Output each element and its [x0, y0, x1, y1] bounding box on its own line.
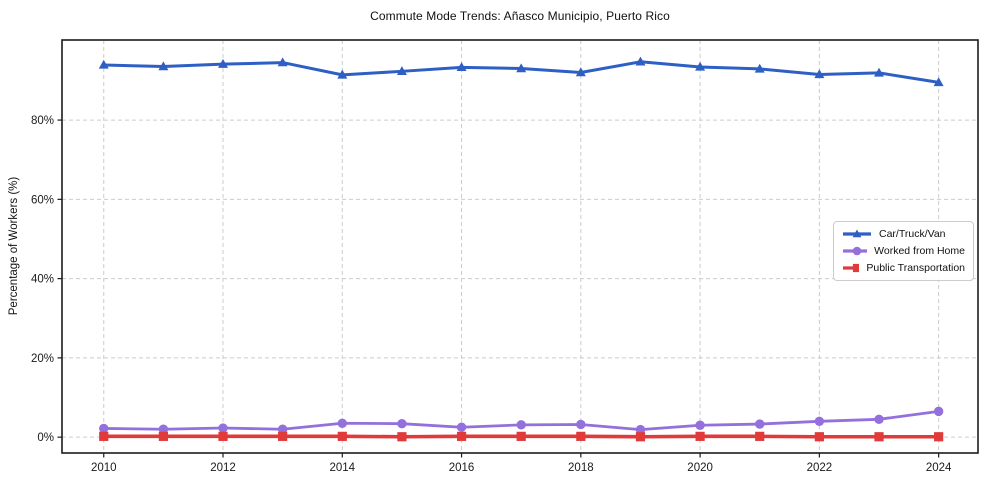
data-point-marker	[754, 63, 765, 73]
x-tick-label: 2014	[329, 462, 355, 474]
legend: Car/Truck/Van Worked from Home Public Tr…	[833, 221, 974, 281]
data-point-marker	[218, 431, 228, 441]
data-point-marker	[874, 67, 885, 77]
data-point-marker	[158, 431, 168, 441]
data-point-marker	[396, 66, 407, 76]
data-point-marker	[635, 424, 646, 435]
axes-frame	[61, 39, 979, 454]
data-point-marker	[516, 63, 527, 73]
data-point-marker	[277, 424, 288, 434]
car-truck-van-line-icon	[843, 229, 871, 238]
x-tick-label: 2016	[449, 462, 475, 474]
data-point-marker	[337, 418, 347, 428]
data-point-marker	[576, 431, 586, 441]
data-point-marker	[755, 431, 765, 441]
data-point-marker	[99, 423, 109, 434]
y-tick-label: 0%	[37, 432, 54, 444]
data-point-marker	[575, 67, 586, 77]
data-point-marker	[933, 406, 944, 417]
x-tick-label: 2024	[926, 462, 952, 474]
data-point-marker	[98, 59, 109, 69]
data-point-marker	[576, 419, 586, 430]
x-tick-label: 2010	[91, 462, 117, 474]
data-point-marker	[814, 416, 825, 426]
series-public-transportation	[99, 431, 944, 442]
legend-label: Car/Truck/Van	[879, 228, 946, 240]
y-tick-label: 40%	[31, 274, 54, 286]
data-point-marker	[337, 431, 347, 441]
chart-title: Commute Mode Trends: Añasco Municipio, P…	[370, 9, 670, 23]
legend-row-car-truck-van: Car/Truck/Van	[842, 228, 965, 240]
data-point-marker	[456, 431, 467, 441]
data-point-marker	[933, 77, 944, 87]
public-transportation-line-icon	[843, 263, 860, 273]
data-point-marker	[277, 57, 288, 67]
data-point-marker	[516, 431, 526, 441]
data-point-marker	[337, 69, 348, 79]
y-tick-label: 60%	[31, 194, 54, 206]
series-car-truck-van	[98, 56, 944, 87]
y-tick-label: 20%	[31, 353, 54, 365]
data-point-marker	[456, 62, 467, 72]
legend-label: Public Transportation	[866, 262, 965, 274]
data-point-marker	[397, 418, 407, 429]
data-point-marker	[456, 422, 467, 432]
data-point-marker	[874, 414, 884, 425]
data-point-marker	[934, 432, 944, 442]
data-point-marker	[814, 432, 824, 442]
legend-row-public-transportation: Public Transportation	[842, 262, 965, 274]
series-worked-from-home	[99, 406, 944, 435]
x-tick-label: 2020	[687, 462, 713, 474]
data-point-marker	[814, 69, 825, 79]
x-tick-label: 2022	[807, 462, 833, 474]
data-point-marker	[755, 419, 765, 429]
data-point-marker	[218, 58, 229, 68]
data-point-marker	[278, 431, 288, 441]
data-point-marker	[397, 432, 407, 442]
data-point-marker	[635, 432, 646, 442]
data-point-marker	[695, 61, 706, 71]
legend-label: Worked from Home	[874, 245, 965, 257]
legend-row-worked-from-home: Worked from Home	[842, 245, 965, 257]
data-point-marker	[158, 61, 169, 71]
y-tick-label: 80%	[31, 115, 54, 127]
data-point-marker	[635, 56, 646, 66]
data-point-marker	[158, 424, 169, 434]
data-point-marker	[874, 432, 884, 442]
data-point-marker	[99, 431, 109, 441]
x-tick-label: 2018	[568, 462, 594, 474]
data-point-marker	[516, 420, 526, 430]
data-point-marker	[695, 420, 705, 430]
data-point-marker	[218, 423, 228, 433]
worked-from-home-line-icon	[843, 246, 868, 256]
data-point-marker	[695, 431, 705, 441]
x-tick-label: 2012	[210, 462, 236, 474]
